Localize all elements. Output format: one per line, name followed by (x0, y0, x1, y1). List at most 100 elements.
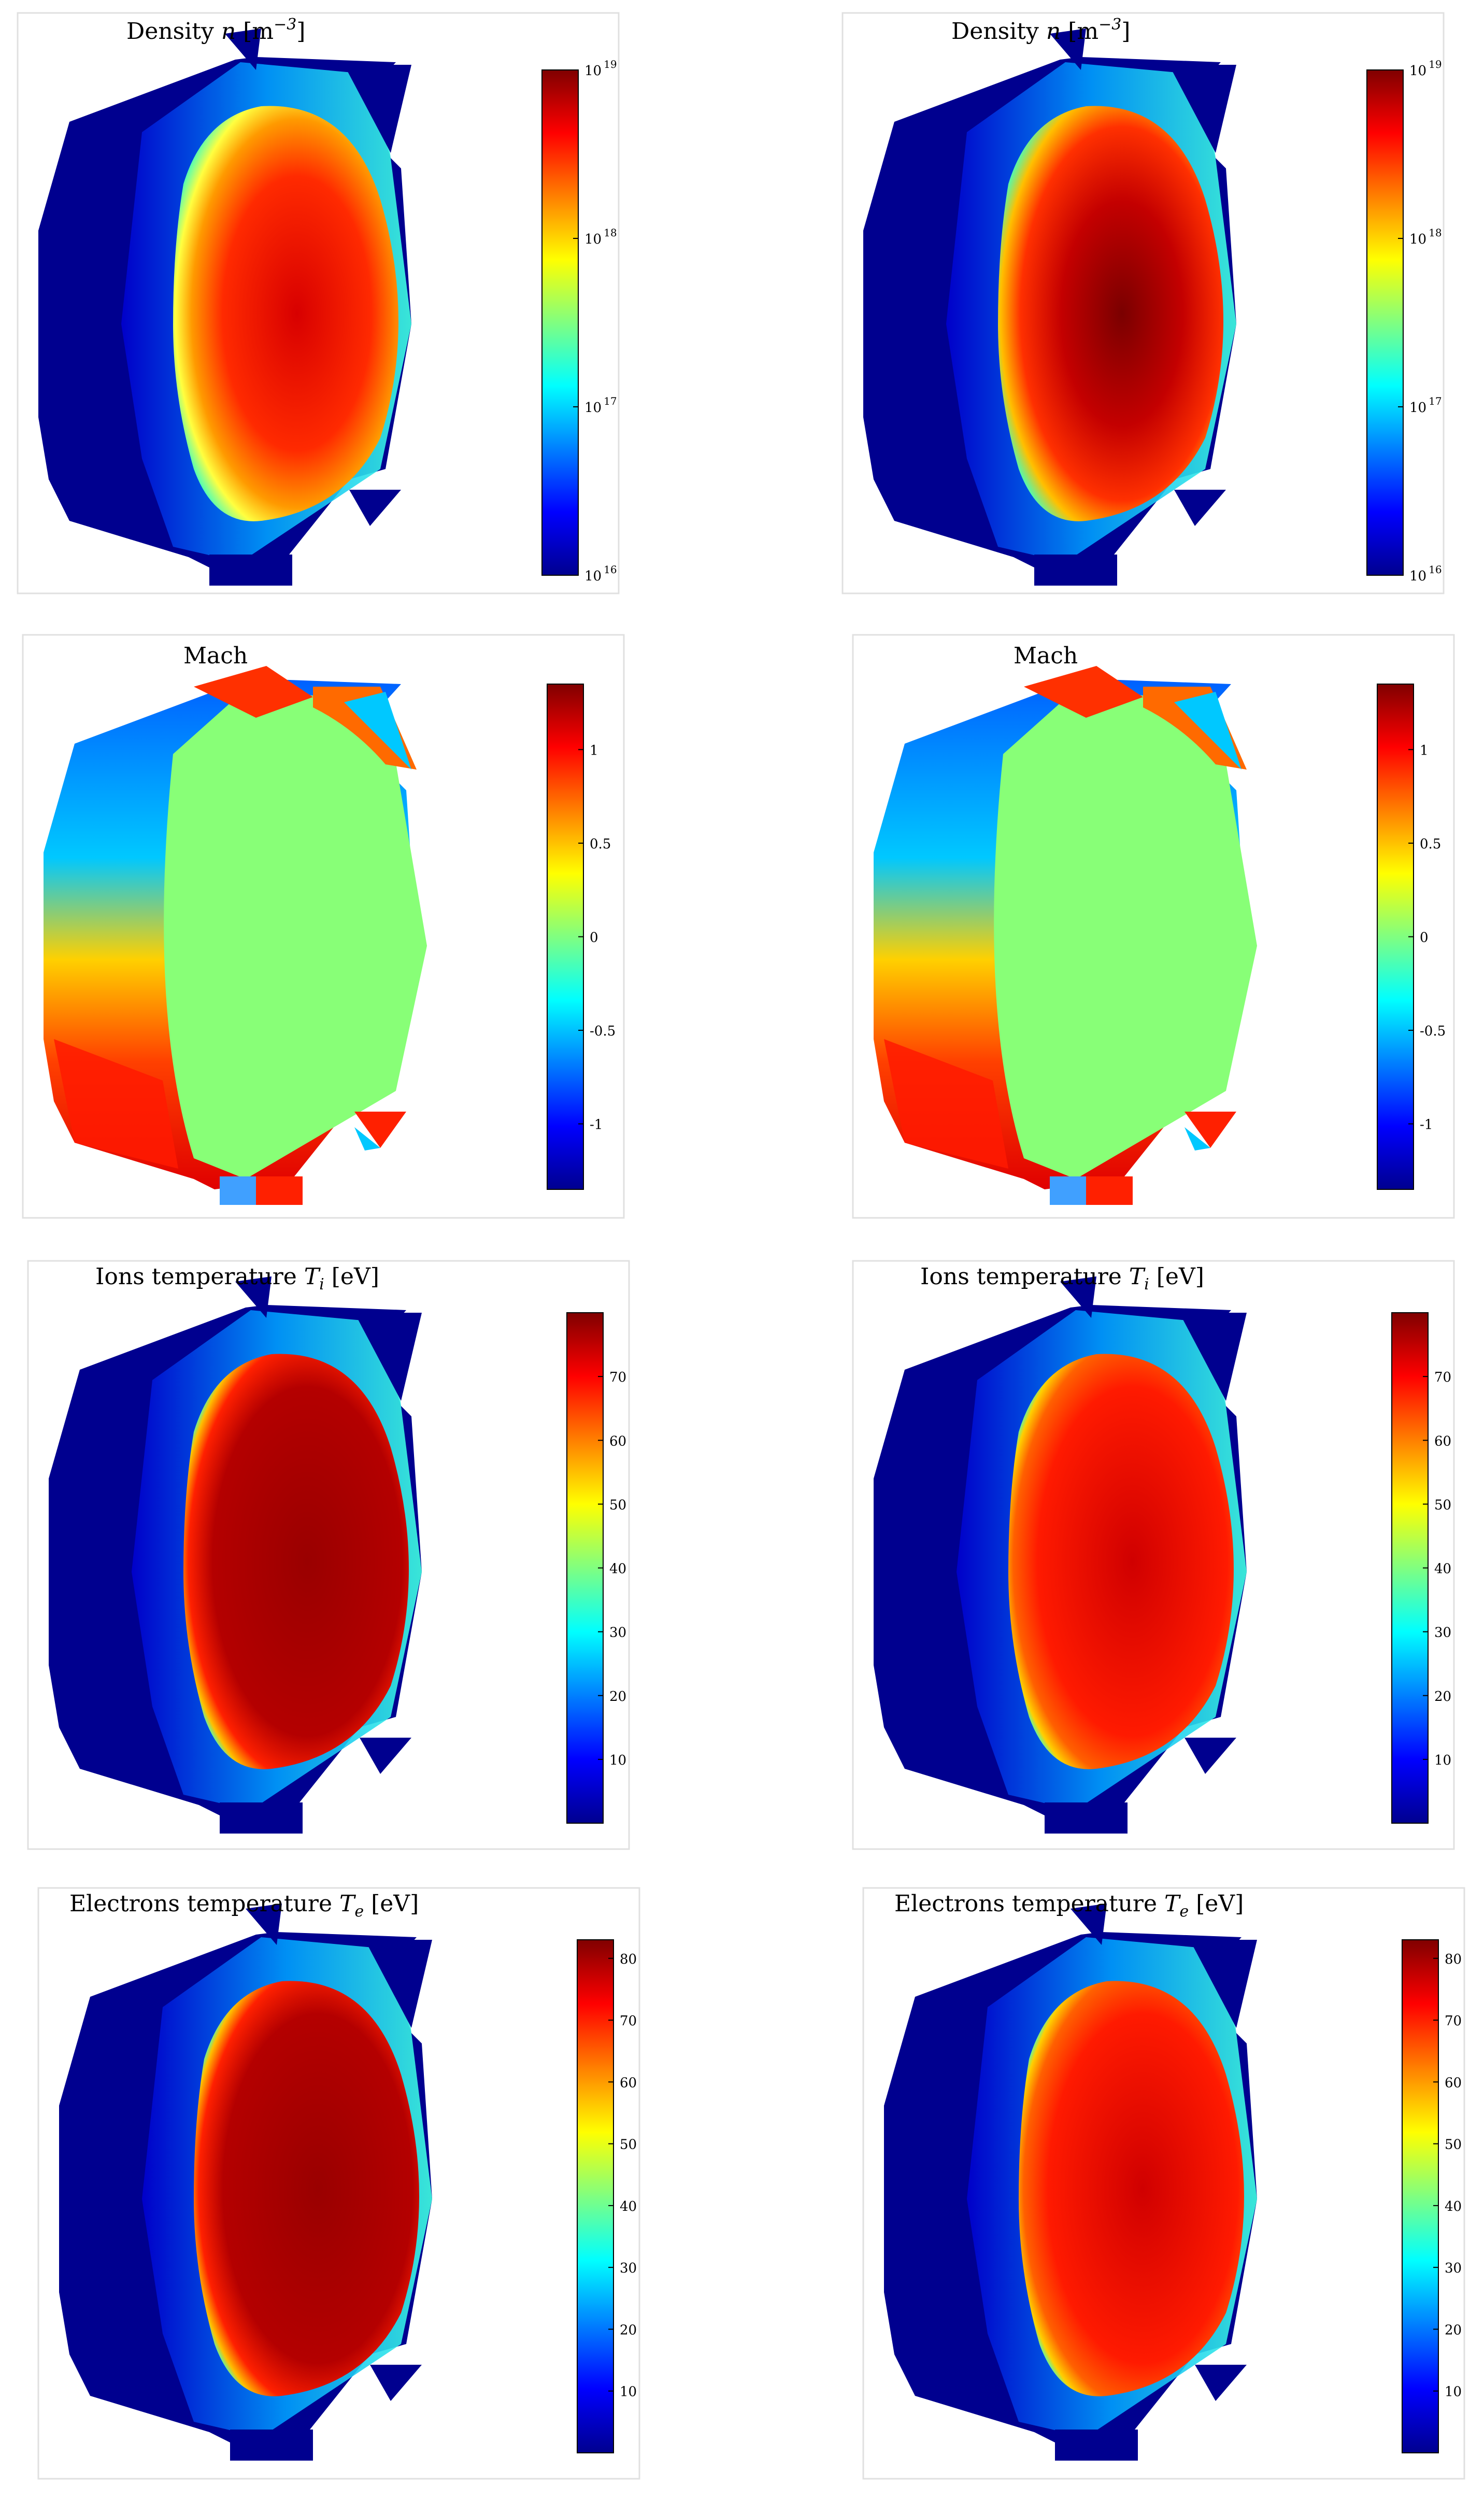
colorbar-tick-label: 30 (1434, 1625, 1451, 1641)
title-var: n (1046, 18, 1061, 45)
title-pre: Density (126, 18, 221, 45)
plot-title: Density n [m−3] (951, 16, 1130, 45)
title-sup: −3 (274, 16, 296, 34)
title-post: [m (236, 18, 274, 45)
colorbar-tick-label: 10 17 (1409, 395, 1442, 416)
vessel-cross-section (49, 1276, 422, 1834)
tick-exponent: 19 (604, 58, 617, 70)
colorbar (1367, 70, 1403, 575)
colorbar-tick-label: 10 16 (1409, 563, 1442, 584)
colorbar-tick-label: 0.5 (590, 836, 611, 852)
electrons-plot-left: Electrons temperature Te [eV] 80 70 60 50 40 3… (37, 1887, 640, 2480)
tick-base: 10 (1409, 63, 1426, 79)
plot-title: Ions temperature Ti [eV] (920, 1263, 1204, 1294)
colorbar-tick-label: 10 17 (584, 395, 617, 416)
electrons-panel-left: Electrons temperature Te [eV] 80 70 60 50 40 3… (37, 1887, 640, 2480)
colorbar-tick-label: 10 19 (584, 58, 617, 79)
plot-title: Mach (183, 643, 248, 669)
density-panel-left: Density n [m−3] 10 16 10 17 10 18 10 19 (17, 12, 620, 594)
tick-exponent: 17 (1429, 395, 1442, 407)
vessel-cross-section (59, 1904, 432, 2461)
plot-title: Density n [m−3] (126, 16, 305, 45)
tick-exponent: 16 (604, 563, 617, 576)
ions-panel-right: Ions temperature Ti [eV] 70 60 50 40 30 20 10 (852, 1260, 1455, 1850)
colorbar-tick-label: 1 (1420, 743, 1429, 758)
colorbar-tick-label: 0 (1420, 930, 1429, 946)
tick-base: 10 (584, 63, 602, 79)
colorbar (547, 684, 583, 1189)
title-var: n (221, 18, 236, 45)
vessel-cross-section (863, 29, 1236, 586)
tick-base: 10 (584, 569, 602, 584)
vessel-cross-section (874, 1276, 1247, 1834)
tick-base: 10 (1409, 400, 1426, 416)
colorbar-border (577, 1939, 614, 2453)
ions-plot-right: Ions temperature Ti [eV] 70 60 50 40 30 20 10 (852, 1260, 1455, 1850)
title-post: [eV] (1149, 1263, 1204, 1290)
colorbar-tick-label: 20 (1434, 1689, 1451, 1704)
tick-base: 10 (1409, 569, 1426, 584)
colorbar-tick-label: 60 (1434, 1433, 1451, 1449)
colorbar-tick-label: 50 (1434, 1497, 1451, 1513)
colorbar-tick-label: 80 (620, 1952, 637, 1967)
title-var: T (339, 1891, 356, 1917)
colorbar-tick-label: -1 (590, 1117, 603, 1133)
colorbar (1402, 1940, 1438, 2453)
colorbar-tick-label: -0.5 (590, 1024, 616, 1039)
colorbar-tick-label: -1 (1420, 1117, 1433, 1133)
colorbar-tick-label: 40 (609, 1561, 626, 1577)
colorbar-tick-label: 10 19 (1409, 58, 1442, 79)
colorbar-tick-label: 10 18 (1409, 226, 1442, 247)
title-end: ] (1121, 18, 1130, 45)
colorbar-tick-label: 0.5 (1420, 836, 1441, 852)
plot-title: Electrons temperature Te [eV] (69, 1891, 419, 1921)
colorbar-border (1402, 1939, 1439, 2453)
colorbar-tick-label: 0 (590, 930, 598, 946)
colorbar-tick-label: 60 (620, 2075, 637, 2091)
title-pre: Mach (183, 643, 248, 669)
colorbar-tick-label: 70 (1445, 2013, 1462, 2029)
tick-exponent: 18 (1429, 226, 1442, 239)
title-var: T (1129, 1263, 1146, 1290)
title-sub: e (354, 1902, 364, 1921)
colorbar-tick-label: 1 (590, 743, 598, 758)
ions-plot-left: Ions temperature Ti [eV] 70 60 50 40 30 20 10 (27, 1260, 630, 1850)
colorbar-tick-label: 10 (609, 1753, 626, 1768)
colorbar (1377, 684, 1414, 1189)
mach-plot-left: Mach 1 0.5 0 -0.5 -1 (22, 634, 625, 1219)
title-sub: i (319, 1275, 324, 1294)
colorbar-tick-label: 50 (609, 1497, 626, 1513)
title-sup: −3 (1098, 16, 1121, 34)
colorbar-tick-label: 30 (620, 2261, 637, 2276)
vessel-cross-section (38, 29, 411, 586)
plot-title: Electrons temperature Te [eV] (894, 1891, 1244, 1921)
density-panel-right: Density n [m−3] 10 16 10 17 10 18 10 19 (841, 12, 1445, 594)
tick-base: 10 (584, 232, 602, 247)
colorbar-tick-label: 70 (620, 2013, 637, 2029)
mach-panel-right: Mach 1 0.5 0 -0.5 -1 (852, 634, 1455, 1219)
electrons-panel-right: Electrons temperature Te [eV] 80 70 60 50 40 3… (862, 1887, 1465, 2480)
title-post: [eV] (1189, 1891, 1244, 1917)
colorbar-border (1366, 69, 1404, 576)
title-var: T (304, 1263, 321, 1290)
tick-exponent: 16 (1429, 563, 1442, 576)
colorbar-tick-label: 20 (609, 1689, 626, 1704)
title-pre: Ions temperature (920, 1263, 1129, 1290)
title-pre: Ions temperature (95, 1263, 304, 1290)
colorbar-tick-label: 70 (1434, 1370, 1451, 1385)
colorbar-tick-label: -0.5 (1420, 1024, 1446, 1039)
title-pre: Electrons temperature (894, 1891, 1164, 1917)
colorbar-tick-label: 20 (1445, 2322, 1462, 2338)
title-post: [eV] (324, 1263, 379, 1290)
colorbar-tick-label: 50 (620, 2137, 637, 2153)
vessel-cross-section (884, 1904, 1257, 2461)
colorbar-tick-label: 30 (1445, 2261, 1462, 2276)
colorbar (577, 1940, 613, 2453)
colorbar-tick-label: 50 (1445, 2137, 1462, 2153)
colorbar-tick-label: 20 (620, 2322, 637, 2338)
colorbar-tick-label: 70 (609, 1370, 626, 1385)
tick-base: 10 (1409, 232, 1426, 247)
